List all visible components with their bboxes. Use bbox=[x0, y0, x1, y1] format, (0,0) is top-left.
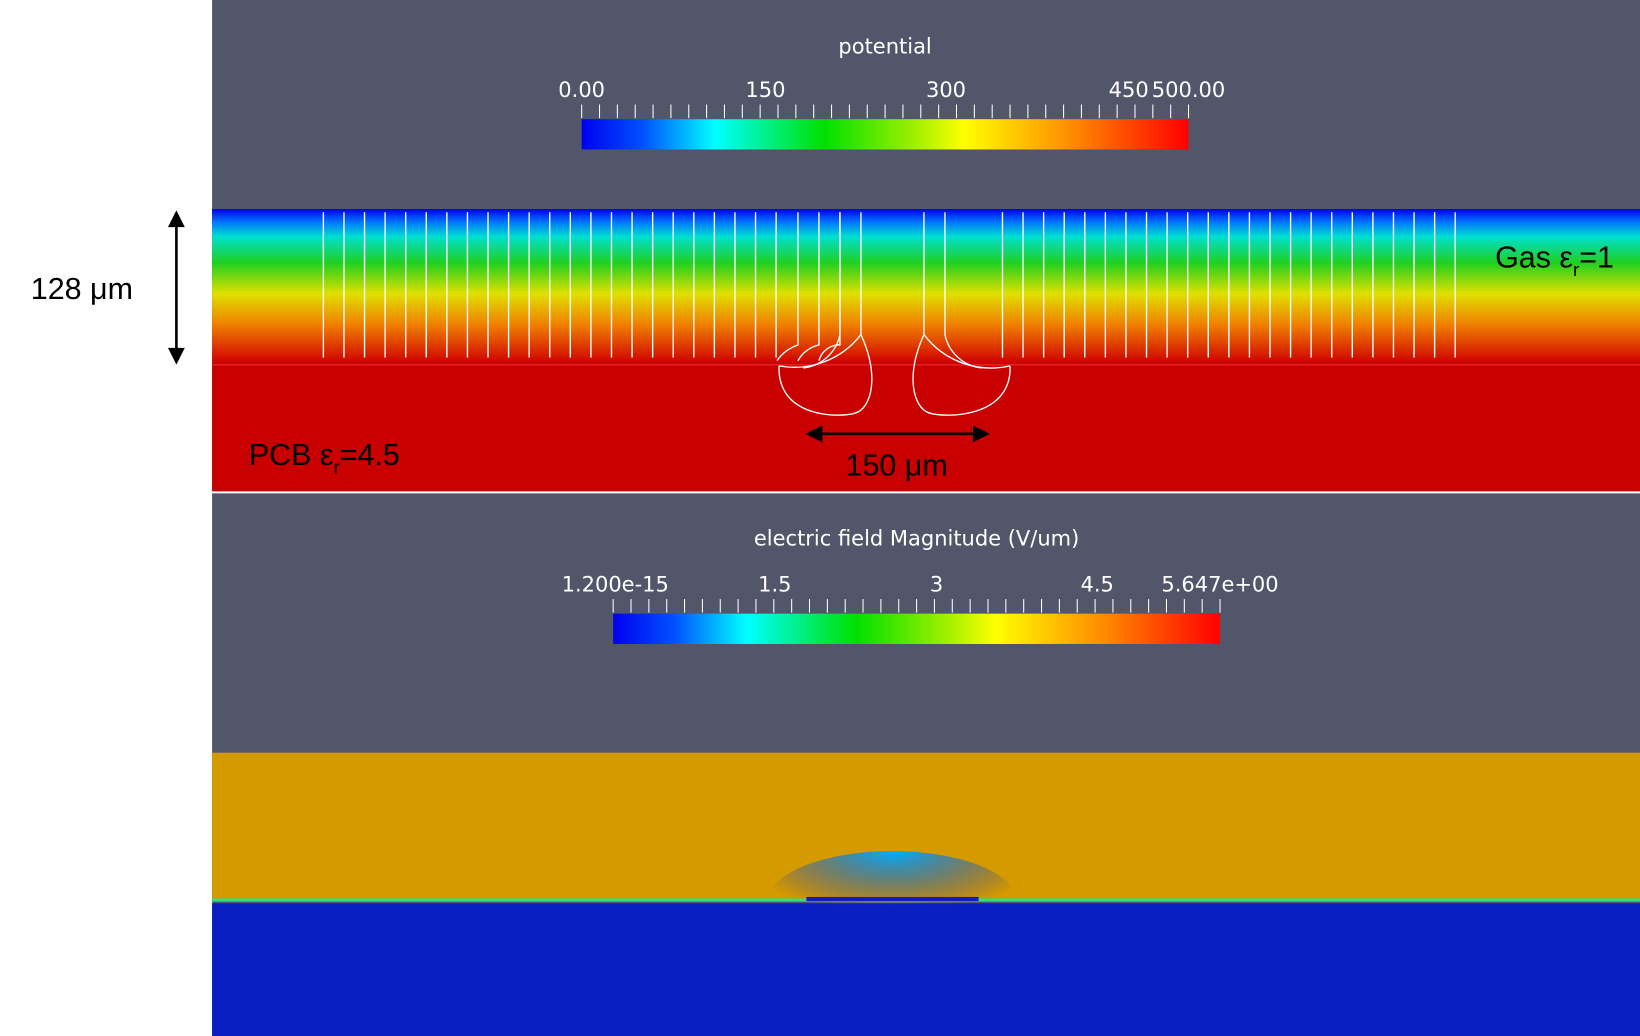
colorbar bbox=[581, 119, 1189, 150]
height-label: 128 μm bbox=[31, 272, 133, 306]
colorbar-title: potential bbox=[838, 34, 931, 58]
shape bbox=[944, 212, 982, 369]
field-bump bbox=[766, 850, 1019, 956]
dimension-arrows bbox=[167, 210, 990, 443]
colorbar-label: 1.5 bbox=[758, 573, 791, 597]
colorbar-label: 450 bbox=[1109, 78, 1149, 102]
shape bbox=[776, 212, 799, 362]
shape bbox=[778, 334, 873, 416]
shape bbox=[818, 212, 841, 361]
gas-label: Gas εr=1 bbox=[1495, 241, 1614, 280]
colorbar-label: 4.5 bbox=[1080, 573, 1113, 597]
field-lines bbox=[322, 212, 1456, 416]
colorbar-label: 300 bbox=[926, 78, 966, 102]
shape bbox=[778, 212, 862, 368]
shape bbox=[797, 212, 820, 362]
width-label: 150 μm bbox=[846, 449, 948, 483]
colorbar-title: electric field Magnitude (V/um) bbox=[754, 527, 1079, 551]
colorbar-ticks bbox=[581, 104, 1190, 119]
colorbar-ticks bbox=[612, 599, 1221, 613]
colorbar-label: 150 bbox=[745, 78, 785, 102]
colorbar-label: 1.200e-15 bbox=[562, 573, 669, 597]
colorbar-label: 0.00 bbox=[558, 78, 605, 102]
colorbar-label: 3 bbox=[930, 573, 943, 597]
shape bbox=[803, 212, 841, 369]
colorbar bbox=[613, 613, 1221, 644]
electrode bbox=[806, 896, 979, 902]
colorbar-label: 5.647e+00 bbox=[1161, 573, 1278, 597]
shape bbox=[912, 334, 1011, 416]
colorbar-label: 500.00 bbox=[1152, 78, 1225, 102]
pcb-label: PCB εr=4.5 bbox=[249, 438, 400, 477]
shape bbox=[923, 212, 1011, 369]
pcb-region bbox=[212, 362, 1640, 493]
